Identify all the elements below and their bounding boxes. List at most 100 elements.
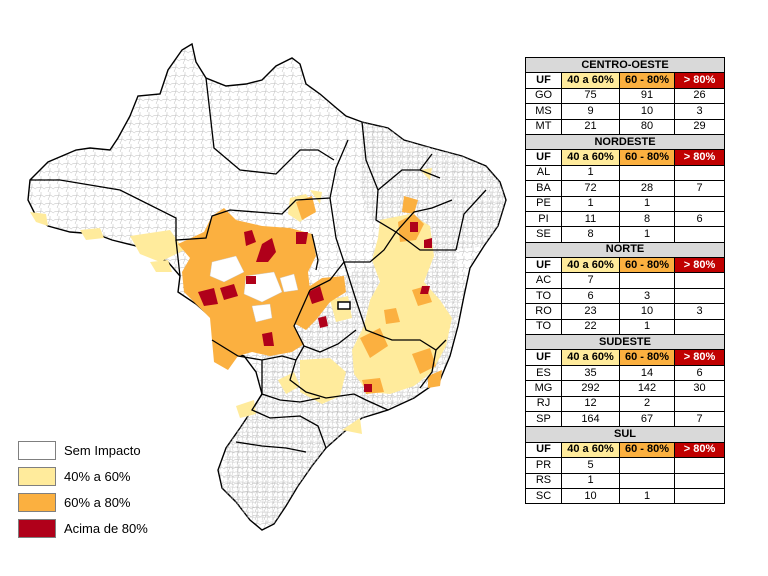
header-row: UF 40 a 60% 60 - 80% > 80%	[525, 441, 726, 459]
legend-swatch	[18, 466, 56, 486]
value-cell: 75	[561, 87, 620, 105]
state-borders	[30, 77, 487, 453]
region-row: NORDESTE	[524, 133, 726, 151]
value-cell	[673, 287, 726, 305]
table-row: AL 1	[525, 164, 726, 182]
value-cell: 67	[619, 410, 675, 428]
region-title: SUDESTE	[524, 334, 726, 351]
header-above-80: > 80%	[673, 257, 726, 274]
legend-item-60-80: 60% a 80%	[18, 489, 148, 515]
uf-cell: TO	[525, 287, 562, 305]
value-cell: 164	[561, 410, 620, 428]
legend-label: Sem Impacto	[64, 442, 141, 458]
region-row: SUL	[524, 426, 726, 443]
legend-item-40-60: 40% a 60%	[18, 463, 148, 489]
table-row: MS 9 10 3	[525, 103, 726, 120]
header-40-60: 40 a 60%	[561, 72, 620, 89]
value-cell: 3	[673, 303, 726, 320]
value-cell: 1	[561, 195, 620, 212]
header-above-80: > 80%	[673, 349, 726, 366]
value-cell: 26	[673, 87, 726, 105]
uf-cell: MG	[525, 380, 562, 397]
value-cell: 28	[619, 180, 675, 197]
header-60-80: 60 - 80%	[619, 72, 675, 89]
value-cell: 22	[561, 318, 620, 336]
value-cell: 35	[561, 364, 620, 382]
federal-district	[337, 301, 351, 310]
header-above-80: > 80%	[673, 441, 726, 459]
uf-cell: SE	[525, 226, 562, 243]
header-40-60: 40 a 60%	[561, 257, 620, 274]
value-cell: 3	[619, 287, 675, 305]
header-uf: UF	[525, 441, 562, 459]
header-uf: UF	[525, 349, 562, 366]
region-row: NORTE	[524, 241, 726, 259]
region-title: CENTRO-OESTE	[524, 56, 726, 74]
uf-cell: MS	[525, 103, 562, 120]
header-above-80: > 80%	[673, 72, 726, 89]
table-row: RS 1	[525, 472, 726, 489]
impact-table: CENTRO-OESTE UF 40 a 60% 60 - 80% > 80% …	[524, 56, 726, 505]
region-title: SUL	[524, 426, 726, 443]
uf-cell: PR	[525, 457, 562, 474]
table-row: TO 22 1	[525, 318, 726, 336]
table-row: MG 292 142 30	[525, 380, 726, 397]
header-40-60: 40 a 60%	[561, 149, 620, 166]
value-cell: 10	[561, 487, 620, 505]
legend-item-acima-80: Acima de 80%	[18, 515, 148, 541]
value-cell: 91	[619, 87, 675, 105]
value-cell: 142	[619, 380, 675, 397]
region-row: SUDESTE	[524, 334, 726, 351]
value-cell: 21	[561, 118, 620, 135]
region-title: NORTE	[524, 241, 726, 259]
value-cell: 80	[619, 118, 675, 135]
table-row: MT 21 80 29	[525, 118, 726, 135]
value-cell: 1	[561, 472, 620, 489]
value-cell	[673, 164, 726, 182]
uf-cell: BA	[525, 180, 562, 197]
header-row: UF 40 a 60% 60 - 80% > 80%	[525, 349, 726, 366]
uf-cell: GO	[525, 87, 562, 105]
uf-cell: SP	[525, 410, 562, 428]
value-cell	[673, 195, 726, 212]
map-legend: Sem Impacto 40% a 60% 60% a 80% Acima de…	[18, 437, 148, 541]
header-60-80: 60 - 80%	[619, 149, 675, 166]
region-tables: CENTRO-OESTE UF 40 a 60% 60 - 80% > 80% …	[524, 56, 726, 505]
header-above-80: > 80%	[673, 149, 726, 166]
value-cell: 1	[619, 487, 675, 505]
value-cell: 29	[673, 118, 726, 135]
header-row: UF 40 a 60% 60 - 80% > 80%	[525, 72, 726, 89]
value-cell: 6	[673, 364, 726, 382]
table-row: PE 1 1	[525, 195, 726, 212]
value-cell: 1	[619, 195, 675, 212]
value-cell	[673, 272, 726, 289]
value-cell: 23	[561, 303, 620, 320]
legend-swatch	[18, 440, 56, 460]
table-row: BA 72 28 7	[525, 180, 726, 197]
table-row: SP 164 67 7	[525, 410, 726, 428]
value-cell: 292	[561, 380, 620, 397]
value-cell: 1	[619, 226, 675, 243]
table-row: AC 7	[525, 272, 726, 289]
header-40-60: 40 a 60%	[561, 349, 620, 366]
value-cell	[673, 457, 726, 474]
header-uf: UF	[525, 72, 562, 89]
table-row: PI 11 8 6	[525, 210, 726, 228]
header-uf: UF	[525, 257, 562, 274]
value-cell	[673, 226, 726, 243]
table-row: RJ 12 2	[525, 395, 726, 412]
header-60-80: 60 - 80%	[619, 441, 675, 459]
header-row: UF 40 a 60% 60 - 80% > 80%	[525, 257, 726, 274]
value-cell: 30	[673, 380, 726, 397]
value-cell: 10	[619, 103, 675, 120]
legend-item-sem-impacto: Sem Impacto	[18, 437, 148, 463]
value-cell: 7	[673, 410, 726, 428]
uf-cell: PE	[525, 195, 562, 212]
header-60-80: 60 - 80%	[619, 257, 675, 274]
value-cell: 5	[561, 457, 620, 474]
value-cell	[619, 164, 675, 182]
value-cell	[673, 487, 726, 505]
region-title: NORDESTE	[524, 133, 726, 151]
legend-swatch	[18, 492, 56, 512]
value-cell	[673, 472, 726, 489]
